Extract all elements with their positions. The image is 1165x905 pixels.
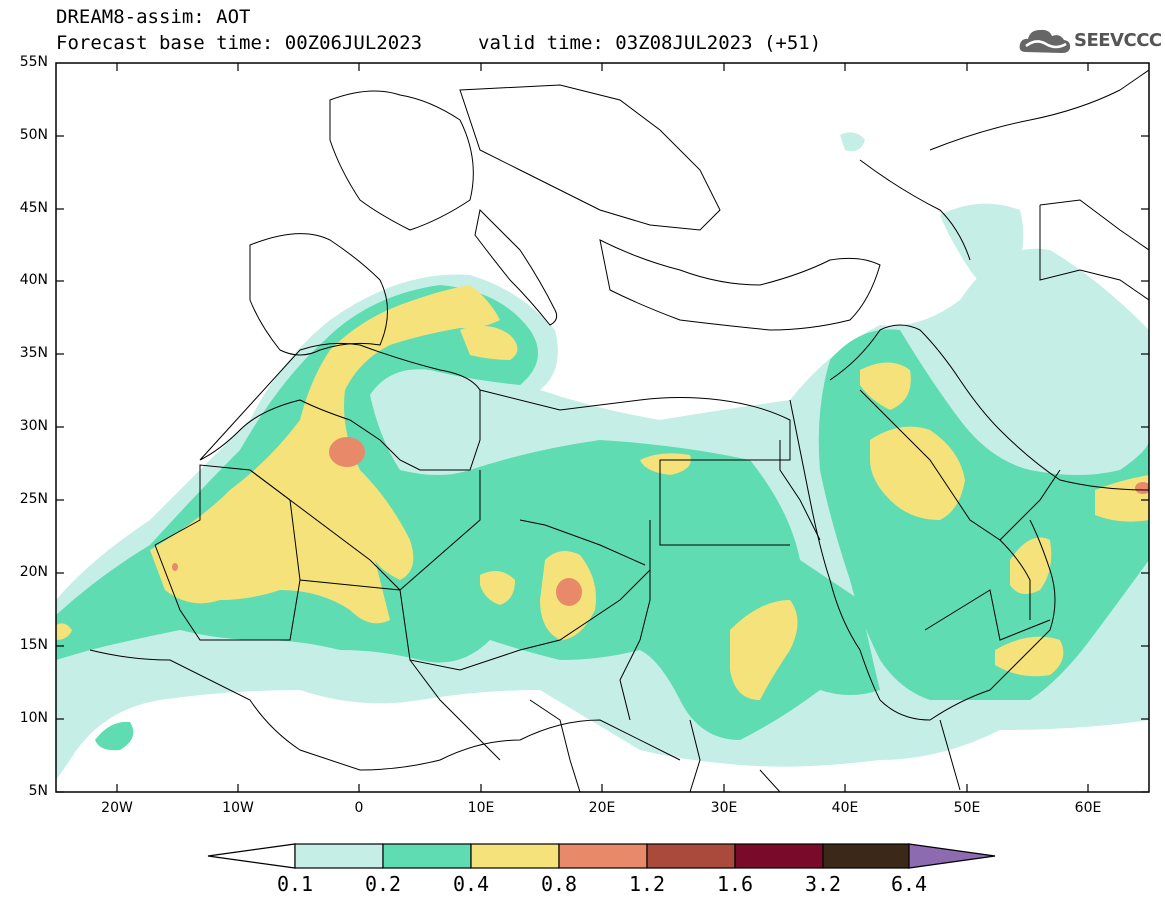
lat-label: 30N (19, 418, 48, 434)
lat-ticks (56, 135, 1149, 793)
lon-label: 10E (467, 800, 495, 816)
colorbar-label: 0.2 (364, 872, 402, 896)
lon-label: 20E (588, 800, 616, 816)
lat-label: 10N (19, 710, 48, 726)
colorbar-high-arrow (908, 843, 996, 869)
colorbar-bin-6 (734, 843, 824, 869)
colorbar-label: 0.4 (452, 872, 490, 896)
logo-text: SEEVCCC (1074, 30, 1162, 51)
lon-label: 30E (710, 800, 738, 816)
colorbar-label: 1.6 (716, 872, 754, 896)
lat-label: 20N (19, 564, 48, 580)
cloud-icon (1019, 29, 1071, 53)
lon-label: 10W (222, 800, 254, 816)
colorbar-bin-3 (470, 843, 560, 869)
lon-label: 50E (953, 800, 981, 816)
lat-label: 35N (19, 345, 48, 361)
lat-label: 25N (19, 491, 48, 507)
colorbar-label: 3.2 (804, 872, 842, 896)
lat-label: 15N (19, 637, 48, 653)
lat-label: 50N (19, 127, 48, 143)
colorbar-bin-4 (558, 843, 648, 869)
aot-level-0.8 (172, 437, 1149, 606)
lat-label: 40N (19, 272, 48, 288)
colorbar-bin-5 (646, 843, 736, 869)
colorbar (207, 843, 996, 869)
colorbar-label: 1.2 (628, 872, 666, 896)
country-borders (89, 69, 1149, 792)
lon-label: 0 (354, 800, 364, 816)
aot-field (56, 69, 1149, 792)
colorbar-label: 0.8 (540, 872, 578, 896)
colorbar-low-arrow (207, 843, 296, 869)
colorbar-bin-2 (382, 843, 472, 869)
aot-level-0.2 (56, 285, 1149, 751)
forecast-base-time: Forecast base time: 00Z06JUL2023 (56, 32, 423, 54)
aot-level-0.4 (56, 285, 1149, 700)
colorbar-label: 0.1 (276, 872, 314, 896)
colorbar-label: 6.4 (890, 872, 928, 896)
lat-label: 45N (19, 200, 48, 216)
colorbar-bin-1 (294, 843, 384, 869)
valid-time: valid time: 03Z08JUL2023 (+51) (478, 32, 822, 54)
chart-title: DREAM8-assim: AOT (56, 6, 251, 28)
lat-label: 5N (28, 783, 48, 799)
seevccc-logo: SEEVCCC (1018, 24, 1162, 60)
colorbar-bin-7 (822, 843, 910, 869)
lon-label: 60E (1074, 800, 1102, 816)
lon-label: 20W (101, 800, 133, 816)
lon-label: 40E (831, 800, 859, 816)
lon-ticks (116, 63, 1089, 792)
lat-label: 55N (19, 54, 48, 70)
